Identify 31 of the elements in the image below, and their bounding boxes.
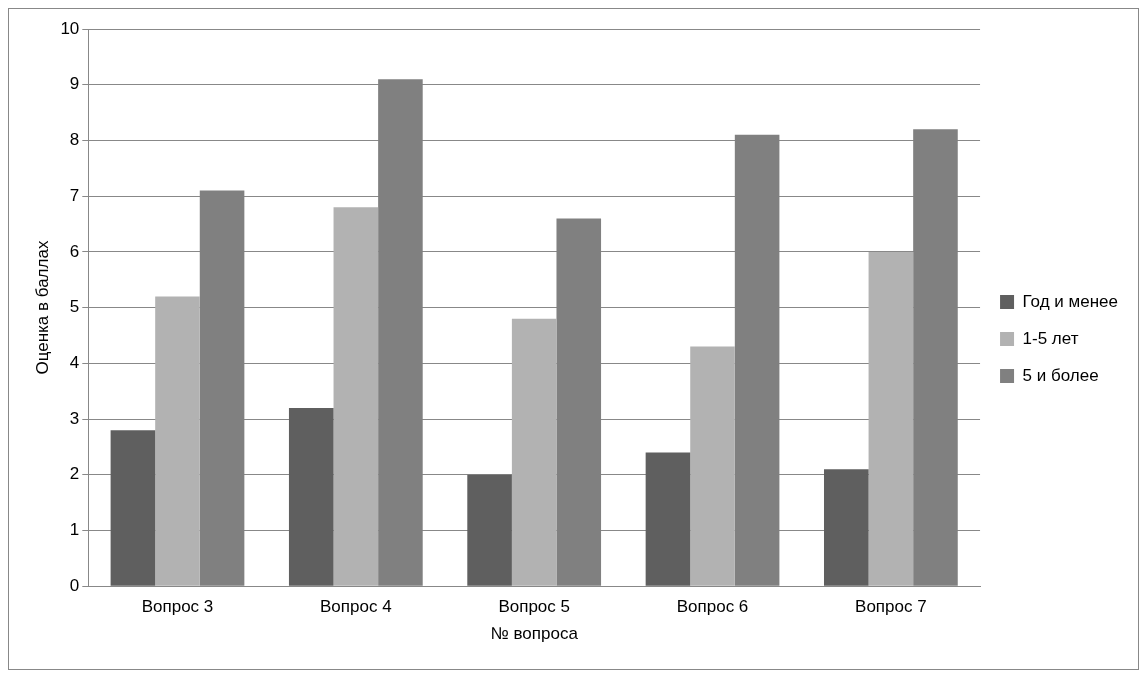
- bar: [467, 474, 512, 586]
- legend-label: 5 и более: [1022, 365, 1099, 385]
- y-tick-label: 10: [60, 18, 80, 38]
- y-tick-label: 8: [69, 130, 80, 150]
- bar: [288, 407, 334, 586]
- x-tick-label: Вопрос 6: [676, 597, 749, 617]
- bar: [868, 251, 914, 586]
- y-tick-label: 2: [69, 464, 80, 484]
- x-tick-label: Вопрос 5: [498, 597, 570, 617]
- bar: [824, 469, 869, 586]
- y-tick-label: 0: [69, 575, 80, 595]
- x-tick-label: Вопрос 3: [141, 597, 214, 617]
- y-tick-label: 9: [69, 74, 80, 94]
- y-tick-label: 3: [69, 408, 80, 428]
- x-tick-label: Вопрос 4: [320, 597, 392, 617]
- bar: [511, 318, 557, 586]
- bar: [155, 296, 200, 586]
- y-tick-label: 7: [69, 185, 80, 205]
- bar: [645, 452, 691, 586]
- x-axis-title: № вопроса: [490, 624, 579, 644]
- bar: [333, 207, 379, 586]
- y-tick-label: 1: [69, 520, 80, 540]
- bar: [110, 430, 156, 586]
- y-axis-title: Оценка в баллах: [32, 240, 52, 375]
- legend-label: Год и менее: [1022, 291, 1118, 311]
- y-tick-label: 4: [69, 353, 80, 373]
- x-tick-label: Вопрос 7: [855, 597, 927, 617]
- bar: [690, 346, 735, 586]
- y-tick-label: 5: [69, 297, 80, 317]
- legend-label: 1-5 лет: [1022, 328, 1079, 348]
- y-tick-label: 6: [69, 241, 80, 261]
